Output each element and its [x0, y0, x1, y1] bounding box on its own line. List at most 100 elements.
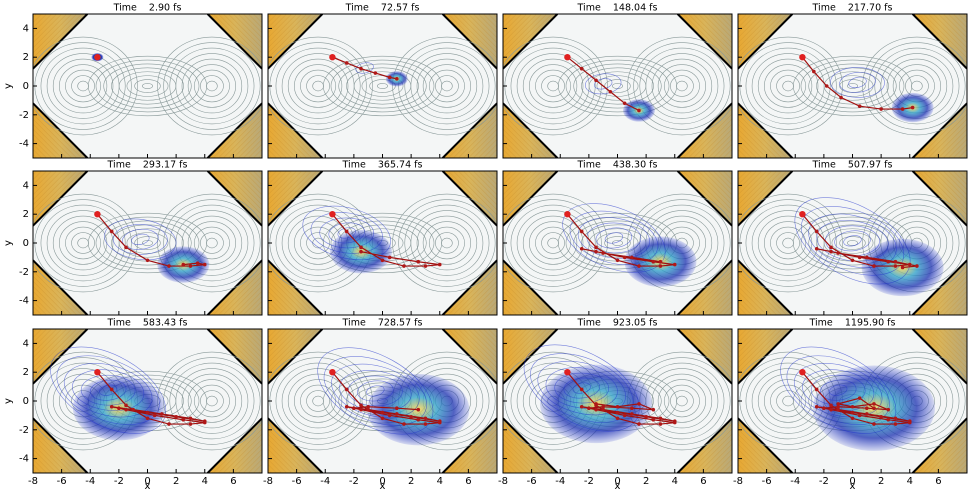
panel [33, 171, 262, 315]
corner-contour [268, 280, 302, 315]
corner-contour [953, 14, 967, 28]
corner-contour [33, 329, 72, 369]
trajectory-point [380, 416, 385, 421]
corner-contour [268, 464, 277, 473]
corner-contour [738, 134, 762, 158]
x-tick-label: -4 [320, 476, 330, 487]
contour [670, 390, 694, 412]
panel-bg [503, 171, 732, 315]
corner-contour [503, 306, 512, 315]
corner-contour [258, 171, 262, 175]
contour [528, 64, 578, 108]
contour [52, 58, 114, 114]
corner-contour [33, 113, 77, 158]
corner-contour [503, 329, 542, 369]
wavepacket-contour [554, 372, 610, 404]
corner-contour [468, 14, 497, 43]
corner-contour [738, 171, 742, 175]
contour [541, 75, 565, 97]
corner-contour [33, 171, 77, 216]
corner-contour [738, 149, 747, 158]
contour [40, 47, 126, 125]
contour [330, 59, 435, 113]
corner-contour [713, 454, 732, 473]
trajectory-point [594, 402, 598, 406]
corner-contour [503, 14, 512, 23]
trajectory-point [124, 245, 128, 250]
trajectory-point [893, 259, 898, 264]
corner-contour [948, 139, 967, 158]
corner-contour [493, 171, 497, 175]
trajectory-point [366, 407, 370, 412]
trajectory-point [579, 66, 584, 71]
x-tick-label: -4 [790, 476, 800, 487]
contour [200, 232, 224, 254]
trajectory-point [188, 422, 193, 426]
wavepacket-contour [829, 384, 848, 396]
trajectory-point [829, 403, 833, 408]
contour [428, 226, 465, 260]
corner-contour [738, 301, 752, 315]
trajectory-point [181, 417, 186, 422]
corner-contour [738, 459, 752, 473]
corner-contour [33, 306, 42, 315]
corner-contour [503, 329, 522, 348]
corner-contour [738, 14, 757, 33]
contour [657, 64, 707, 108]
trajectory-point [109, 387, 114, 392]
trajectory-point [799, 369, 806, 376]
wavepacket-contour [302, 205, 391, 261]
contour [346, 67, 419, 105]
contour [287, 58, 349, 114]
wavepacket-contour [80, 374, 136, 406]
corner-contour [458, 118, 497, 158]
corner-contour [503, 433, 542, 473]
corner-contour [503, 270, 547, 315]
corner-contour [503, 139, 522, 158]
contour [142, 240, 153, 246]
corner-contour [503, 444, 532, 473]
contour [392, 36, 497, 136]
contour [87, 55, 208, 117]
corner-contour [483, 171, 497, 185]
y-tick-label: 4 [23, 23, 29, 34]
corner-contour [223, 275, 262, 315]
y-tick-label: -2 [19, 110, 29, 121]
y-axis-label: y [3, 83, 14, 89]
corner-contour [738, 464, 747, 473]
corner-contour [253, 171, 262, 180]
contour [126, 75, 169, 97]
corner-contour [33, 270, 77, 315]
trajectory-point [886, 407, 891, 412]
contour [52, 215, 114, 271]
corner-contour [268, 428, 312, 473]
corner-contour [268, 14, 292, 38]
trajectory-point [437, 262, 442, 267]
corner-contour [33, 329, 62, 358]
corner-contour [933, 329, 967, 364]
wavepacket-contour [98, 384, 118, 396]
corner-contour [268, 329, 302, 364]
corner-contour [738, 139, 757, 158]
corner-contour [248, 329, 262, 343]
corner-contour [953, 301, 967, 315]
panel-bg [33, 171, 262, 315]
corner-contour [708, 329, 732, 353]
corner-contour [738, 171, 782, 216]
corner-contour [268, 270, 312, 315]
contour [651, 373, 713, 429]
trajectory-point [601, 251, 605, 255]
contour [157, 193, 262, 293]
panel-title: Time 583.43 fs [107, 318, 188, 329]
corner-contour [718, 14, 732, 28]
trajectory-point [850, 416, 855, 421]
trajectory-point [900, 265, 905, 270]
corner-contour [698, 171, 732, 206]
corner-contour [738, 438, 772, 473]
corner-contour [268, 118, 307, 158]
corner-contour [693, 118, 732, 158]
contour [338, 63, 427, 109]
corner-contour [33, 444, 62, 473]
corner-contour [503, 129, 532, 158]
corner-contour [923, 14, 967, 59]
